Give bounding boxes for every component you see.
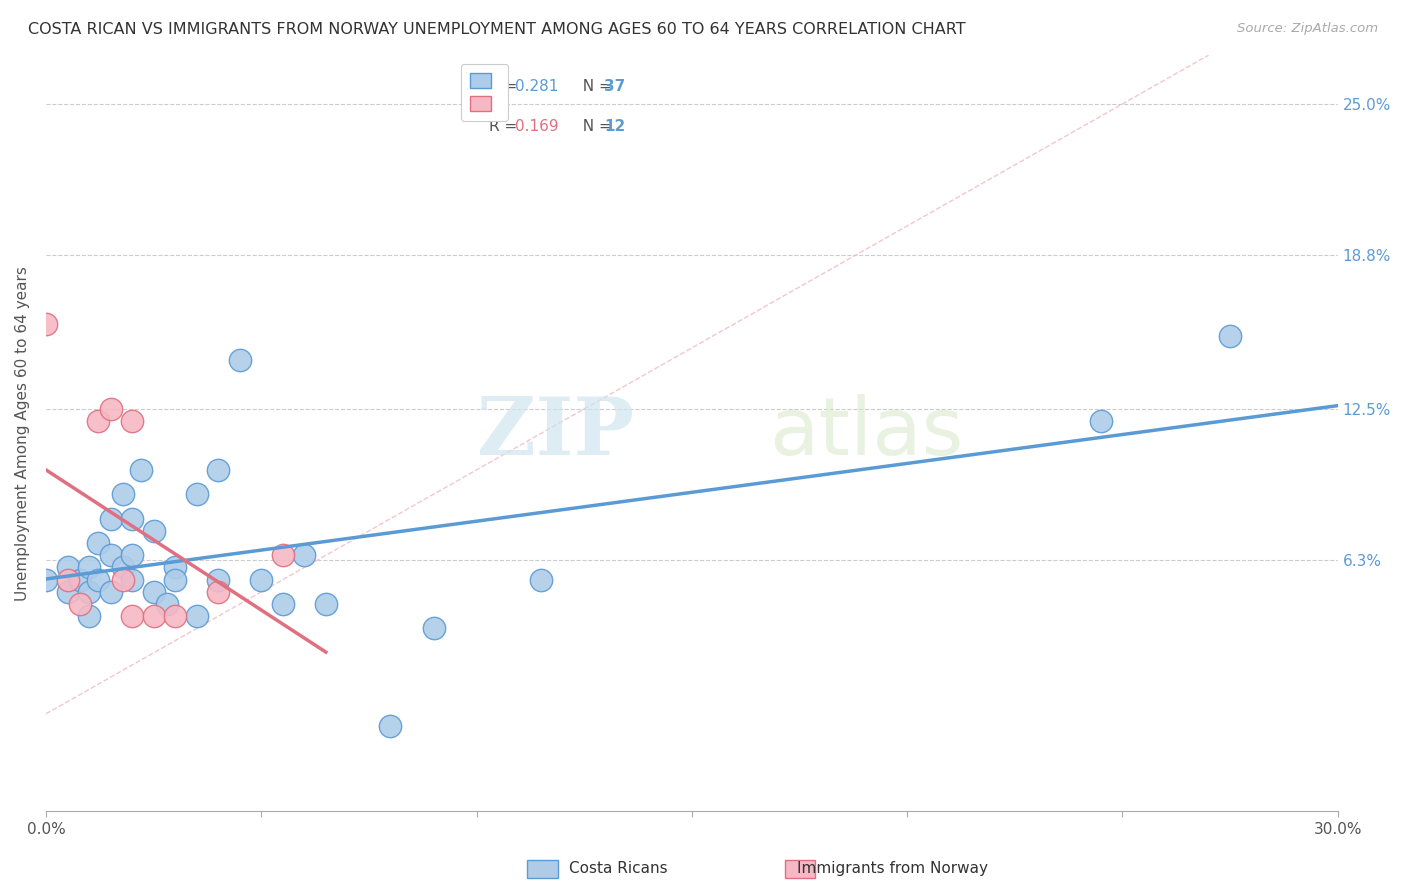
Point	[530, 573, 553, 587]
Point	[100, 401, 122, 416]
Point	[121, 414, 143, 428]
Point	[250, 573, 273, 587]
Text: Source: ZipAtlas.com: Source: ZipAtlas.com	[1237, 22, 1378, 36]
Point	[112, 573, 135, 587]
Text: Costa Ricans: Costa Ricans	[569, 861, 668, 876]
Point	[35, 573, 58, 587]
Text: 0.169: 0.169	[515, 120, 558, 135]
Point	[186, 487, 208, 501]
Point	[1219, 328, 1241, 343]
Point	[186, 609, 208, 624]
Point	[56, 585, 79, 599]
Text: atlas: atlas	[769, 394, 963, 472]
Point	[271, 549, 294, 563]
Y-axis label: Unemployment Among Ages 60 to 64 years: Unemployment Among Ages 60 to 64 years	[15, 266, 30, 600]
Point	[165, 560, 187, 574]
Point	[86, 536, 108, 550]
Point	[165, 609, 187, 624]
Legend: , : ,	[461, 64, 508, 120]
Point	[56, 573, 79, 587]
Text: ZIP: ZIP	[477, 394, 634, 472]
Point	[207, 463, 229, 477]
Text: Immigrants from Norway: Immigrants from Norway	[797, 861, 988, 876]
Point	[112, 560, 135, 574]
Point	[142, 524, 165, 538]
Text: N =: N =	[574, 120, 617, 135]
Point	[86, 573, 108, 587]
Point	[56, 560, 79, 574]
Point	[112, 487, 135, 501]
Point	[1090, 414, 1112, 428]
FancyBboxPatch shape	[785, 860, 815, 878]
FancyBboxPatch shape	[527, 860, 558, 878]
Point	[129, 463, 152, 477]
Point	[69, 597, 91, 611]
Point	[229, 353, 252, 368]
Point	[380, 719, 402, 733]
Point	[100, 549, 122, 563]
Text: 12: 12	[605, 120, 626, 135]
Point	[35, 317, 58, 331]
Text: R =: R =	[489, 79, 522, 95]
Point	[121, 549, 143, 563]
Point	[422, 622, 444, 636]
Point	[77, 585, 100, 599]
Point	[121, 511, 143, 525]
Point	[165, 573, 187, 587]
Text: N =: N =	[574, 79, 617, 95]
Point	[207, 585, 229, 599]
Text: COSTA RICAN VS IMMIGRANTS FROM NORWAY UNEMPLOYMENT AMONG AGES 60 TO 64 YEARS COR: COSTA RICAN VS IMMIGRANTS FROM NORWAY UN…	[28, 22, 966, 37]
Point	[207, 573, 229, 587]
Point	[121, 609, 143, 624]
Point	[292, 549, 315, 563]
Point	[142, 609, 165, 624]
Point	[121, 573, 143, 587]
Point	[69, 573, 91, 587]
Point	[100, 511, 122, 525]
Point	[142, 585, 165, 599]
Point	[77, 609, 100, 624]
Text: 0.281: 0.281	[515, 79, 558, 95]
Point	[271, 597, 294, 611]
Point	[77, 560, 100, 574]
Point	[315, 597, 337, 611]
Text: R =: R =	[489, 120, 522, 135]
Point	[100, 585, 122, 599]
Text: 37: 37	[605, 79, 626, 95]
Point	[86, 414, 108, 428]
Point	[155, 597, 177, 611]
